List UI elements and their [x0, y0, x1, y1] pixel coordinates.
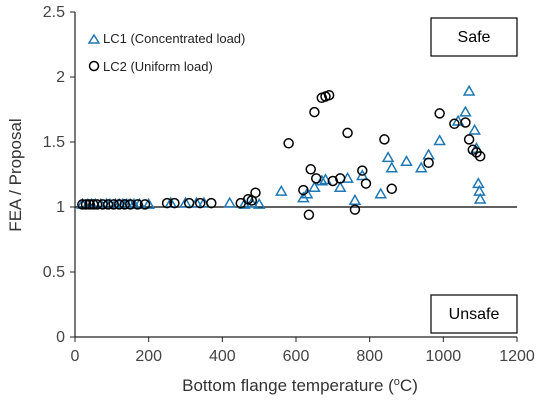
- series-lc2: [77, 89, 486, 221]
- lc1-point: [274, 184, 288, 196]
- lc2-point: [379, 134, 390, 145]
- lc2-point: [474, 151, 486, 162]
- lc1-point: [245, 196, 259, 208]
- lc1-point: [400, 154, 413, 166]
- lc2-point: [386, 183, 398, 195]
- lc2-point: [206, 197, 217, 209]
- lc2-point: [349, 204, 361, 215]
- lc2-point: [102, 199, 114, 210]
- lc1-point: [315, 174, 329, 186]
- y-tick-label: 0.5: [43, 264, 65, 281]
- lc2-point: [460, 117, 471, 128]
- lc1-point: [223, 196, 236, 208]
- y-tick-label: 0: [56, 329, 65, 346]
- lc2-point: [77, 199, 88, 210]
- x-axis-title-main: Bottom flange temperature (: [182, 376, 394, 395]
- legend-label-lc1: LC1 (Concentrated load): [103, 31, 245, 46]
- lc2-point: [298, 184, 309, 196]
- lc1-point: [179, 196, 192, 208]
- safe-label: Safe: [458, 29, 491, 46]
- legend-triangle-icon: [87, 33, 101, 44]
- plot-area: [75, 12, 517, 337]
- lc1-point: [385, 161, 399, 173]
- y-axis-title: FEA / Proposal: [6, 118, 25, 231]
- lc1-point: [414, 161, 428, 173]
- series-group: [76, 84, 487, 221]
- legend-circle-icon: [88, 60, 100, 72]
- lc1-point: [381, 151, 395, 163]
- y-tick-label: 1: [56, 199, 65, 216]
- y-tick-label: 1.5: [43, 134, 65, 151]
- x-ticks-group: 0 200 400 600 800 1000 1200: [71, 337, 535, 365]
- lc2-point: [84, 199, 95, 210]
- lc2-point: [309, 106, 320, 118]
- lc2-point: [357, 165, 368, 176]
- lc2-point: [119, 199, 130, 210]
- lc2-point: [334, 173, 346, 184]
- safe-box: Safe: [430, 17, 518, 57]
- lc1-point: [468, 123, 481, 135]
- lc2-point: [434, 108, 445, 119]
- lc2-point: [283, 138, 294, 149]
- lc2-point: [139, 199, 151, 210]
- lc1-point: [142, 197, 155, 209]
- safe-box-frame: [430, 17, 518, 57]
- lc1-point: [300, 187, 314, 199]
- lc2-point: [161, 197, 173, 209]
- lc2-point: [342, 127, 353, 139]
- lc1-point: [348, 193, 362, 205]
- y-tick-label: 2.5: [43, 4, 65, 21]
- x-tick-label: 0: [71, 348, 80, 365]
- lc2-point: [323, 89, 335, 101]
- lc1-point: [473, 192, 487, 204]
- lc2-point: [305, 164, 316, 175]
- lc2-point: [327, 175, 339, 187]
- lc2-point: [113, 199, 125, 210]
- lc1-point: [459, 105, 472, 117]
- lc2-point: [125, 199, 136, 210]
- lc2-point: [449, 118, 460, 130]
- lc2-point: [360, 178, 372, 189]
- lc2-point: [108, 199, 119, 210]
- unsafe-label: Unsafe: [449, 306, 500, 323]
- y-tick-label: 2: [56, 69, 65, 86]
- lc2-point: [91, 199, 103, 210]
- lc2-point: [311, 173, 322, 184]
- unsafe-box: Unsafe: [430, 294, 518, 334]
- x-tick-label: 400: [209, 348, 236, 365]
- x-tick-label: 1200: [499, 348, 535, 365]
- lc2-point: [194, 197, 206, 209]
- lc2-point: [132, 199, 143, 210]
- lc1-point: [333, 180, 347, 192]
- lc1-point: [308, 180, 321, 192]
- lc2-point: [423, 157, 434, 169]
- lc2-point: [463, 134, 475, 145]
- lc1-point: [164, 196, 178, 208]
- lc2-point: [250, 187, 261, 198]
- x-axis-title-superscript: o: [394, 376, 400, 388]
- lc2-point: [183, 197, 195, 209]
- lc2-point: [303, 209, 315, 221]
- x-tick-label: 1000: [426, 348, 462, 365]
- unsafe-box-frame: [430, 294, 518, 334]
- lc1-point: [462, 84, 476, 96]
- x-tick-label: 800: [356, 348, 383, 365]
- x-tick-label: 600: [283, 348, 310, 365]
- lc1-point: [374, 187, 388, 199]
- lc2-point: [97, 199, 108, 210]
- legend: LC1 (Concentrated load) LC2 (Uniform loa…: [87, 31, 245, 74]
- lc2-point: [169, 197, 180, 209]
- y-ticks-group: 0 0.5 1 1.5 2 2.5: [43, 4, 75, 346]
- lc1-point: [433, 134, 446, 146]
- lc2-point: [80, 199, 92, 210]
- lc1-point: [252, 197, 266, 209]
- x-axis-title-tail: C): [400, 376, 418, 395]
- x-axis-title: Bottom flange temperature (oC): [182, 376, 418, 395]
- x-tick-label: 200: [135, 348, 162, 365]
- legend-label-lc2: LC2 (Uniform load): [103, 59, 213, 74]
